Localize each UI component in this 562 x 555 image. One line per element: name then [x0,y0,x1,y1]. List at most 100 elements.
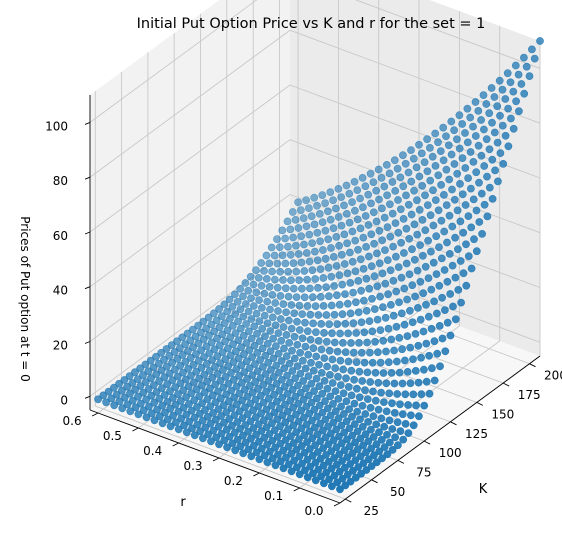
data-point [485,109,494,118]
data-point [277,336,286,345]
data-point [364,221,373,229]
data-point [236,442,245,451]
data-point [395,298,403,307]
data-point [383,223,392,231]
data-point [295,276,303,284]
data-point [458,120,467,128]
data-point [423,201,432,209]
data-point [370,239,378,248]
data-point [253,367,262,375]
data-point [359,233,368,242]
data-point [385,169,394,178]
data-point [238,396,247,405]
data-point [369,387,377,396]
data-point [501,131,510,140]
data-point [174,390,182,398]
data-point [294,224,303,232]
data-point [451,273,460,282]
data-point [375,428,383,437]
data-point [278,393,287,402]
data-point [340,260,349,268]
data-point [420,158,429,167]
data-point [273,415,282,424]
data-point [407,177,416,186]
data-point [377,388,385,397]
y-tick-mark [212,457,220,462]
data-point [327,244,335,252]
data-point [307,379,316,388]
data-point [377,204,386,213]
data-point [249,441,258,450]
data-point [312,394,321,403]
data-point [211,380,220,389]
data-point [376,292,384,301]
data-point [337,402,345,411]
grid-line-z-left [89,0,258,123]
data-point [422,339,431,348]
data-point [301,342,310,351]
data-point [348,412,356,421]
data-point [340,230,349,239]
data-point [349,348,358,357]
data-point [386,266,395,275]
data-point [123,400,132,409]
data-point [220,418,228,427]
data-point [308,451,317,460]
data-point [134,392,142,401]
data-point [300,240,308,249]
data-point [364,417,372,426]
data-point [306,335,315,344]
data-point [329,418,338,427]
data-point [332,425,341,434]
data-point [241,421,250,429]
data-point [237,361,246,370]
data-point [281,436,290,444]
data-point [289,259,298,268]
data-point [311,441,319,449]
data-point [214,422,223,431]
data-point [337,439,346,448]
data-point [314,336,323,345]
data-point [157,384,166,392]
data-point [374,405,383,414]
data-point [397,309,406,318]
data-point [292,463,301,472]
data-point [379,369,388,377]
data-point [319,301,328,310]
data-point [345,442,354,451]
data-point [348,431,357,440]
x-tick-label: 100 [439,446,462,460]
data-point [458,190,467,199]
data-point [398,345,406,354]
x-tick-mark [529,363,536,368]
data-point [330,471,339,480]
data-point [99,391,108,400]
data-point [340,428,349,437]
data-point [288,385,297,394]
data-point [363,395,372,403]
data-point [498,121,507,130]
data-point [286,432,295,440]
data-point [271,342,280,351]
data-point [403,295,411,304]
data-point [332,291,341,300]
data-point [315,401,324,410]
data-point [434,206,443,215]
data-point [352,329,361,337]
data-point [382,347,390,356]
data-point [347,391,356,400]
data-point [243,410,252,419]
data-point [308,239,316,247]
data-point [321,254,330,263]
data-point [239,331,248,340]
data-point [374,165,383,174]
data-point [130,368,139,377]
data-point [392,322,401,331]
data-point [504,104,512,113]
data-point [421,191,429,200]
data-point [297,232,306,241]
data-point [271,461,280,470]
data-point [225,415,234,423]
data-point [194,321,202,330]
data-point [498,85,507,94]
